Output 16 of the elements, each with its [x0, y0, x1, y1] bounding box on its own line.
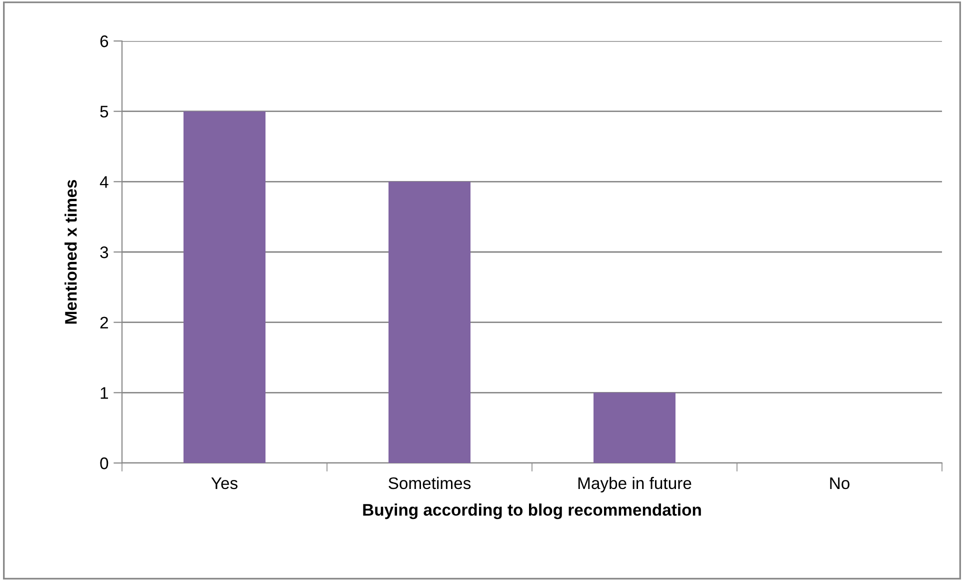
- bar: [388, 182, 470, 463]
- y-axis-title: Mentioned x times: [64, 180, 77, 324]
- x-axis-title: Buying according to blog recommendation: [363, 504, 701, 520]
- bar: [184, 111, 266, 463]
- y-tick-label: 0: [100, 457, 108, 470]
- y-tick-label: 5: [100, 106, 108, 118]
- y-tick-label: 2: [100, 316, 108, 328]
- y-tick-label: 6: [100, 35, 108, 48]
- x-tick-label: Yes: [211, 478, 238, 490]
- y-tick-label: 3: [100, 246, 108, 258]
- y-tick-label: 4: [100, 176, 108, 188]
- x-tick-label: Maybe in future: [578, 476, 692, 492]
- bar: [594, 392, 676, 463]
- y-tick-label: 1: [100, 387, 108, 399]
- x-tick-label: No: [830, 478, 850, 490]
- x-tick-label: Sometimes: [388, 476, 471, 490]
